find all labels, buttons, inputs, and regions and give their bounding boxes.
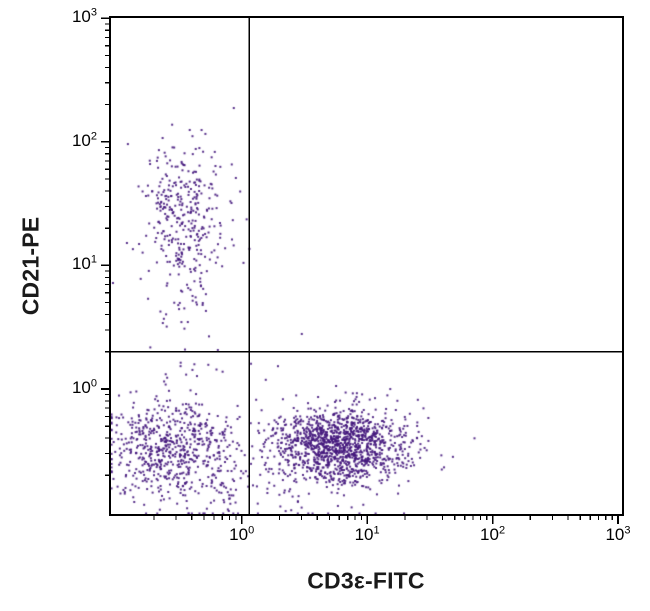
x-axis-title: CD3ε-FITC: [307, 567, 425, 594]
x-tick-label: 101: [354, 524, 380, 544]
y-tick-label: 100: [71, 377, 97, 397]
x-tick-label: 102: [480, 524, 506, 544]
y-axis-title: CD21-PE: [17, 216, 44, 316]
y-tick-label: 101: [71, 253, 97, 274]
y-tick-label: 102: [71, 130, 97, 150]
plot-frame: [109, 16, 624, 516]
x-tick-label: 100: [229, 524, 255, 544]
x-tick-label: 103: [605, 524, 631, 544]
y-tick-label: 103: [71, 6, 97, 27]
